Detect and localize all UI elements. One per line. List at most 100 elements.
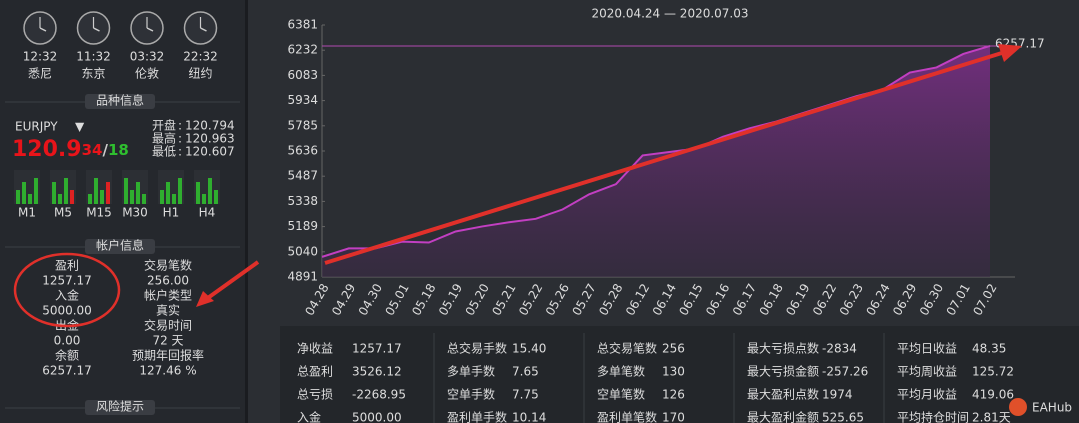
indicator-bar: [130, 190, 134, 204]
divider: [245, 0, 248, 423]
indicator-bar: [16, 190, 20, 204]
section-title: 品种信息: [96, 93, 144, 108]
x-tick-label: 06.30: [917, 281, 946, 318]
price-part: 18: [108, 141, 129, 159]
section-tab: [85, 239, 155, 254]
clock-hand: [200, 27, 207, 32]
x-tick-label: 06.22: [810, 281, 839, 318]
indicator-bar: [22, 182, 26, 204]
stat-label: 平均持仓时间: [897, 410, 969, 423]
clock-time: 12:32: [23, 50, 58, 64]
stat-value: 5000.00: [352, 411, 402, 423]
clock-city: 伦敦: [135, 66, 159, 81]
stat-value: 2.81天: [972, 411, 1011, 423]
ohlc-label: 最高: [152, 131, 176, 146]
x-tick-label: 06.18: [757, 281, 786, 318]
x-tick-label: 05.20: [463, 281, 492, 318]
section-tab: [85, 94, 155, 109]
account-label: 余额: [55, 348, 79, 363]
indicator-bar: [160, 190, 164, 204]
x-tick-label: 06.15: [676, 281, 705, 318]
y-tick-label: 5636: [287, 144, 318, 158]
account-value: 1257.17: [42, 274, 92, 288]
stat-value: 525.65: [822, 411, 864, 423]
y-tick-label: 5338: [287, 194, 318, 208]
x-tick-label: 06.12: [623, 281, 652, 318]
stat-value: 126: [662, 388, 685, 402]
account-value: 真实: [156, 303, 180, 318]
timeframe: H4: [199, 206, 216, 220]
indicator-bar: [52, 182, 56, 204]
price-part: /: [102, 141, 108, 159]
watermark: EAHub: [1032, 401, 1072, 415]
indicator-bar: [166, 182, 170, 204]
account-value: 127.46 %: [139, 364, 196, 378]
account-label: 帐户类型: [144, 288, 192, 303]
y-tick-label: 5040: [287, 244, 318, 258]
stat-label: 空单手数: [447, 387, 495, 402]
annotation-arrowhead: [196, 291, 214, 307]
stat-label: 净收益: [297, 342, 333, 356]
indicator-bar: [136, 182, 140, 204]
indicator-bar: [202, 194, 206, 204]
y-tick-label: 6083: [287, 68, 318, 82]
chart-title: 2020.04.24 — 2020.07.03: [591, 7, 748, 21]
x-tick-label: 04.29: [329, 281, 358, 318]
symbol-name: EURJPY: [15, 120, 58, 134]
left-panel: [0, 0, 245, 423]
ohlc-colon: :: [178, 145, 182, 159]
x-tick-label: 06.17: [730, 281, 759, 318]
y-tick-label: 5487: [287, 169, 318, 183]
x-tick-label: 05.26: [543, 281, 572, 318]
y-tick-label: 6232: [287, 43, 318, 57]
clock-city: 悉尼: [28, 67, 52, 81]
indicator-bar: [100, 190, 104, 204]
stat-value: -2834: [822, 342, 857, 356]
stat-value: 15.40: [512, 342, 546, 356]
price: 120.934/18: [12, 137, 129, 162]
y-tick-label: 5189: [287, 219, 318, 233]
indicator-bar: [106, 182, 110, 204]
timeframe: H1: [163, 206, 180, 220]
x-tick-label: 05.28: [596, 281, 625, 318]
indicator-bar: [178, 178, 182, 204]
section-title: 风险提示: [96, 399, 144, 414]
timeframe: M1: [18, 206, 36, 220]
y-tick-label: 5934: [287, 93, 318, 107]
clock-city: 纽约: [188, 66, 212, 81]
stat-value: 1974: [822, 388, 853, 402]
ohlc-label: 最低: [152, 145, 176, 159]
stats-panel: [280, 326, 1079, 423]
clock-hand: [146, 27, 154, 32]
y-tick-label: 5785: [287, 118, 318, 132]
stat-value: -257.26: [822, 365, 868, 379]
section-title: 帐户信息: [96, 238, 144, 253]
clock-city: 东京: [81, 67, 105, 81]
highlight-circle: [13, 252, 121, 328]
x-tick-label: 06.24: [863, 281, 892, 318]
clock-hand: [39, 27, 47, 32]
stat-value: 7.75: [512, 388, 539, 402]
stat-label: 盈利单笔数: [597, 410, 657, 423]
x-tick-label: 06.29: [890, 281, 919, 318]
trend-arrow: [324, 50, 1006, 265]
stat-label: 多单手数: [447, 364, 495, 379]
ohlc-value: 120.794: [185, 119, 235, 133]
account-label: 入金: [55, 288, 79, 303]
x-tick-label: 06.19: [783, 281, 812, 318]
watermark-icon: [1009, 398, 1027, 416]
stat-label: 总交易笔数: [597, 341, 657, 356]
dropdown-icon: ▼: [75, 120, 85, 134]
trend-arrowhead: [998, 44, 1022, 62]
stat-value: -2268.95: [352, 388, 406, 402]
stat-label: 最大盈利点数: [747, 387, 819, 402]
account-label: 预期年回报率: [132, 348, 204, 363]
indicator-bar: [64, 178, 68, 204]
clock-time: 11:32: [76, 50, 111, 64]
indicator-bar: [58, 194, 62, 204]
stat-value: 7.65: [512, 365, 539, 379]
stat-label: 平均周收益: [897, 365, 957, 379]
timeframe: M30: [122, 206, 148, 220]
stat-label: 入金: [297, 410, 321, 423]
